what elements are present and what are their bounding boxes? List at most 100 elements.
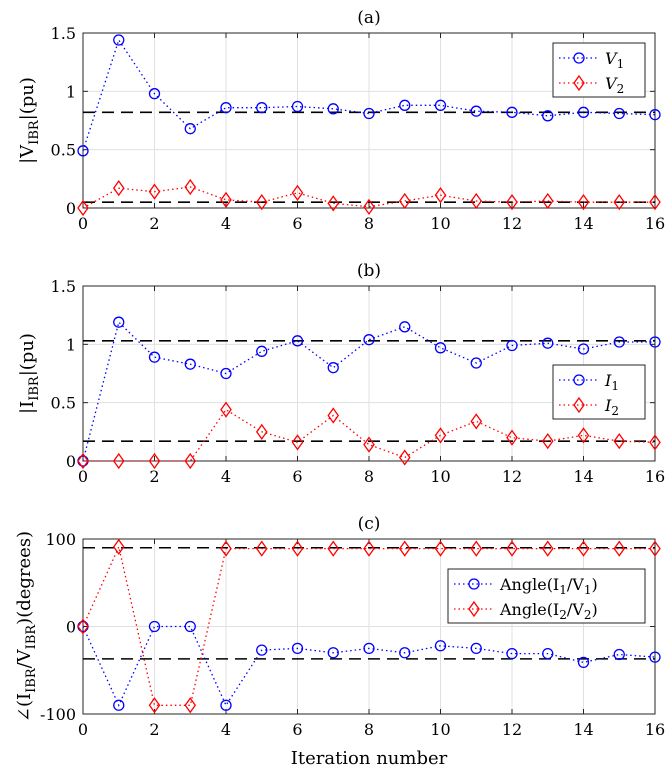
legend-marker [573,374,585,386]
data-point [470,540,483,557]
data-point [506,106,518,118]
legend-label: V1 [605,49,624,71]
data-point [327,103,339,115]
data-point [613,540,626,557]
data-point [77,145,89,157]
data-point [148,88,161,100]
legend-marker [468,600,480,618]
data-point [291,335,304,347]
x-tick-label: 4 [221,214,231,233]
legend-box [447,568,646,624]
data-point [542,337,554,349]
data-point [434,342,447,354]
data-point [148,620,161,633]
legend-marker [468,578,480,590]
data-point [291,100,304,113]
data-point [541,433,554,450]
data-point [542,647,554,660]
y-tick-label: 0.5 [51,394,76,413]
y-axis-label: |VIBR|(pu) [17,77,42,164]
data-point [112,538,125,555]
chart-title: (a) [357,8,380,28]
legend-label: I1 [604,371,619,393]
data-point [255,423,268,440]
x-tick-label: 4 [221,467,231,486]
legend-label: I2 [604,396,619,418]
x-tick-label: 2 [149,214,159,233]
x-tick-label: 6 [292,214,302,233]
data-point [184,452,197,470]
series-line-1 [82,38,656,151]
x-tick-label: 6 [292,467,302,486]
series-line-1 [82,625,656,707]
x-tick-label: 2 [149,720,159,739]
data-point [112,452,125,470]
x-tick-label: 4 [221,720,231,739]
data-point [220,401,232,418]
data-point [184,620,196,633]
data-point [220,699,232,711]
x-tick-label: 0 [78,720,88,739]
x-tick-label: 16 [645,467,665,486]
data-point [291,540,304,557]
data-point [184,697,197,714]
x-tick-label: 6 [292,720,302,739]
data-point [577,194,590,211]
data-point [363,436,375,453]
x-tick-label: 8 [364,467,374,486]
y-tick-label: 0 [66,452,76,471]
chart-panel-c: 0 2 4 6 8 10 12 14 16-1000100(c)∠(IIBR/VIBR)(deg… [14,514,665,768]
data-point [470,192,483,210]
data-point [470,105,482,117]
data-point [434,427,447,444]
series-line-2 [83,408,656,462]
data-point [220,102,232,114]
data-point [613,336,625,348]
data-point [577,540,590,557]
x-tick-label: 8 [364,214,374,233]
data-point [541,192,554,210]
x-tick-label: 14 [573,720,593,739]
y-tick-label: -100 [40,705,76,724]
data-point [291,434,304,451]
data-point [434,640,447,652]
x-tick-label: 0 [78,214,88,233]
data-point [470,642,482,655]
data-point [506,194,518,211]
data-point [148,697,161,714]
series-line-2 [82,544,655,706]
data-point [506,339,518,352]
y-tick-label: 100 [45,530,76,549]
data-point [148,183,161,200]
data-point [256,644,268,656]
data-point [327,407,340,424]
data-point [363,107,375,120]
legend-box [552,364,646,420]
data-point [363,540,375,557]
data-point [613,648,625,661]
x-tick-label: 10 [430,214,450,233]
data-point [327,647,339,659]
data-point [327,540,340,557]
x-tick-label: 2 [149,467,159,486]
data-point [399,321,411,333]
data-point [399,647,411,659]
y-tick-label: 0.5 [51,141,76,160]
data-point [613,433,626,450]
data-point [327,362,339,374]
y-tick-label: 1.5 [51,277,76,296]
data-point [649,194,661,211]
data-point [148,351,161,363]
x-tick-label: 14 [573,214,593,233]
data-point [577,427,590,444]
data-point [363,198,375,215]
legend: Angle(I1/V1) Angle(I2/V2) [447,568,646,624]
y-axis-label: ∠(IIBR/VIBR)(degrees) [14,531,39,722]
data-point [398,192,411,210]
data-point [77,618,89,635]
data-point [113,699,125,711]
data-point [112,180,125,197]
